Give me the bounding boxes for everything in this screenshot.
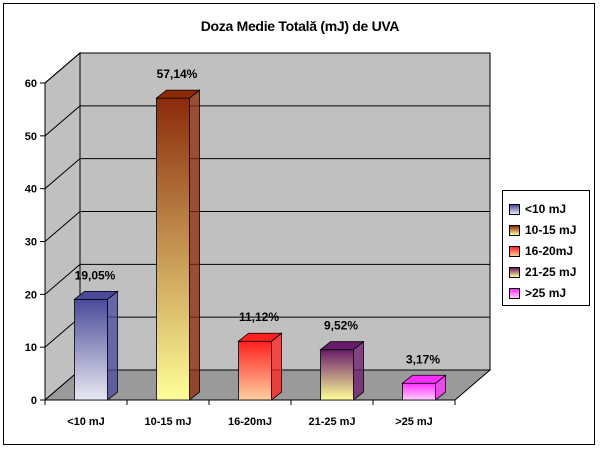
bar-front <box>402 382 436 401</box>
gridline <box>44 263 490 295</box>
bar-front <box>320 349 354 401</box>
y-tick-label: 40 <box>25 184 37 196</box>
bar-front <box>238 340 272 401</box>
x-tick-label: 10-15 mJ <box>144 416 191 428</box>
legend-label: 10-15 mJ <box>525 223 577 237</box>
chart-title: Doza Medie Totală (mJ) de UVA <box>200 18 400 34</box>
data-label: 9,52% <box>324 319 358 333</box>
bar <box>155 89 201 401</box>
x-tick-label: >25 mJ <box>395 416 433 428</box>
legend-swatch <box>509 203 520 215</box>
x-tick-label: <10 mJ <box>67 416 105 428</box>
bar-top <box>155 89 201 99</box>
bar-front <box>74 298 108 401</box>
bar-side <box>353 340 364 401</box>
legend-item: 16-20mJ <box>509 242 573 260</box>
bar-top <box>237 332 283 342</box>
legend-swatch <box>509 287 520 299</box>
bar-side <box>189 89 200 401</box>
bar-top <box>401 374 447 384</box>
legend-label: <10 mJ <box>525 202 567 216</box>
bar-side <box>271 332 282 401</box>
y-tick-label: 0 <box>31 395 37 407</box>
bar-top <box>319 341 365 351</box>
data-label: 57,14% <box>157 67 198 81</box>
data-label: 11,12% <box>239 310 279 324</box>
bar-top <box>73 290 119 300</box>
bar <box>401 374 447 401</box>
chart-legend: <10 mJ 10-15 mJ 16-20mJ 21-25 mJ >25 mJ <box>502 190 590 306</box>
legend-label: >25 mJ <box>525 286 567 300</box>
legend-swatch <box>509 224 520 236</box>
x-tick-label: 16-20mJ <box>228 416 272 428</box>
y-tick-label: 60 <box>25 78 37 90</box>
bar <box>73 290 119 401</box>
bar <box>237 332 283 401</box>
y-tick-label: 10 <box>25 342 37 354</box>
legend-label: 21-25 mJ <box>525 265 577 279</box>
legend-item: >25 mJ <box>509 284 566 302</box>
legend-item: <10 mJ <box>509 200 566 218</box>
gridline <box>44 211 490 242</box>
bar-front <box>156 97 190 401</box>
y-tick-label: 50 <box>25 131 37 143</box>
legend-label: 16-20mJ <box>525 244 574 258</box>
gridline <box>44 158 490 190</box>
legend-swatch <box>509 266 520 278</box>
legend-swatch <box>509 245 520 257</box>
gridline <box>44 52 490 84</box>
legend-item: 21-25 mJ <box>509 263 576 281</box>
gridline <box>44 105 490 137</box>
legend-item: 10-15 mJ <box>509 221 576 239</box>
bar-side <box>107 290 118 401</box>
y-tick-label: 30 <box>25 237 37 249</box>
data-label: 3,17% <box>406 352 440 366</box>
bar <box>319 340 365 401</box>
data-label: 19,05% <box>75 268 116 282</box>
x-tick-label: 21-25 mJ <box>308 416 355 428</box>
y-tick-label: 20 <box>25 289 37 301</box>
